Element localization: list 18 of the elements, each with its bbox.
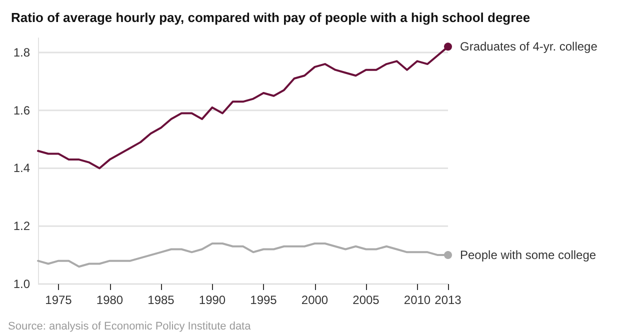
x-tick-label: 1975 (45, 293, 72, 307)
source-note: Source: analysis of Economic Policy Institute data (8, 320, 252, 332)
x-tick-label: 1985 (148, 293, 175, 307)
y-tick-label: 1.0 (13, 277, 30, 291)
chart-title: Ratio of average hourly pay, compared with pay of people with a high school degree (11, 10, 530, 25)
x-tick-label: 1995 (250, 293, 278, 307)
x-tick-label: 2013 (434, 293, 462, 307)
x-tick-label: 2005 (352, 293, 380, 307)
x-tick-label: 2000 (301, 293, 328, 307)
series-label: Graduates of 4-yr. college (460, 40, 598, 54)
y-tick-label: 1.8 (13, 45, 30, 60)
y-tick-label: 1.2 (13, 219, 30, 234)
y-tick-label: 1.6 (13, 103, 30, 118)
x-tick-label: 1980 (96, 293, 124, 307)
series-label: People with some college (460, 248, 596, 262)
x-tick-label: 1990 (198, 293, 226, 307)
x-tick-label: 2010 (404, 293, 431, 307)
y-tick-label: 1.4 (13, 161, 30, 176)
